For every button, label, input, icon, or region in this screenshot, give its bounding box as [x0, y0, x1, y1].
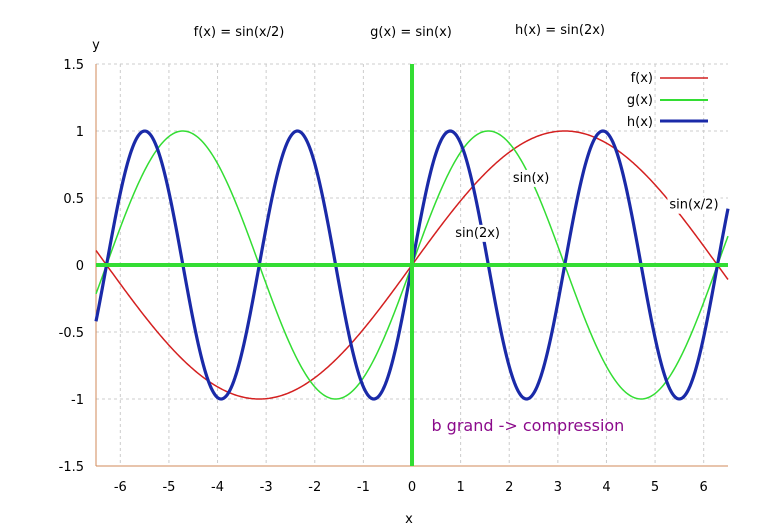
x-tick-label: 0 — [408, 480, 416, 495]
x-tick-label: -2 — [308, 480, 321, 495]
tick-labels: -6 -5 -4 -3 -2 -1 0 1 2 3 4 5 6 1.5 1 0.5 0 -0.5 -1 -1.5 — [59, 58, 708, 495]
x-tick-label: 2 — [505, 480, 513, 495]
plot-title-h: h(x) = sin(2x) — [515, 23, 605, 38]
legend-label-h: h(x) — [627, 115, 653, 130]
legend: f(x) g(x) h(x) — [627, 71, 708, 130]
annotation-bg — [510, 169, 552, 187]
x-tick-label: 6 — [700, 480, 708, 495]
x-tick-label: 5 — [651, 480, 659, 495]
plot-title-f: f(x) = sin(x/2) — [194, 25, 285, 40]
x-tick-label: 1 — [456, 480, 464, 495]
x-tick-label: -6 — [114, 480, 127, 495]
x-tick-label: -3 — [260, 480, 273, 495]
series-annotation: sin(x/2) — [669, 198, 718, 213]
y-tick-label: -0.5 — [59, 326, 84, 341]
y-tick-label: 1.5 — [63, 58, 84, 73]
zero-axes — [96, 64, 728, 466]
y-tick-label: 1 — [76, 125, 84, 140]
y-tick-label: 0.5 — [63, 192, 84, 207]
y-tick-label: 0 — [76, 259, 84, 274]
y-tick-label: -1.5 — [59, 460, 84, 475]
x-tick-label: -5 — [162, 480, 175, 495]
y-axis-label: y — [92, 38, 100, 53]
x-tick-label: -1 — [357, 480, 370, 495]
x-tick-label: -4 — [211, 480, 224, 495]
annotation-bg — [667, 196, 721, 214]
legend-label-f: f(x) — [631, 71, 653, 86]
x-axis-label: x — [405, 512, 413, 527]
annotation-bg — [453, 224, 502, 242]
series-annotation: sin(2x) — [455, 226, 500, 241]
legend-label-g: g(x) — [627, 93, 653, 108]
y-tick-label: -1 — [71, 393, 84, 408]
series-annotation: sin(x) — [513, 171, 549, 186]
x-tick-label: 3 — [554, 480, 562, 495]
annotations: sin(x) sin(2x) sin(x/2) — [453, 169, 721, 242]
compression-note: b grand -> compression — [431, 416, 624, 435]
x-tick-label: 4 — [602, 480, 610, 495]
plot-title-g: g(x) = sin(x) — [370, 25, 452, 40]
